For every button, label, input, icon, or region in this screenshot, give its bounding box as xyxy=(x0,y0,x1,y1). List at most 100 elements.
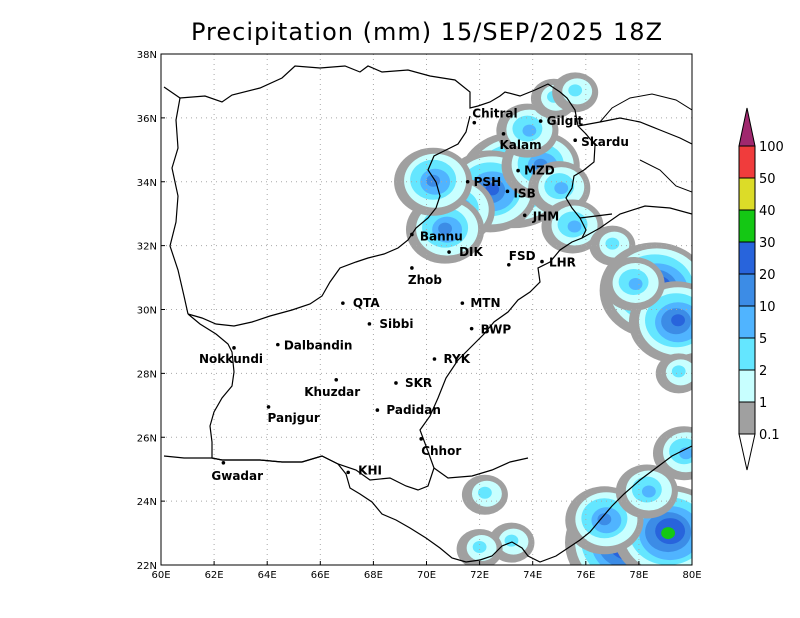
colorbar-label: 30 xyxy=(759,236,776,251)
city-label: Panjgur xyxy=(268,411,320,425)
boundaries xyxy=(163,65,692,563)
x-tick-label: 74E xyxy=(523,570,542,581)
precip-cell xyxy=(552,72,599,113)
coastline xyxy=(163,445,692,563)
x-tick-label: 70E xyxy=(417,570,436,581)
colorbar-swatch xyxy=(738,337,756,371)
city-label: Gilgit xyxy=(547,114,584,128)
city-dot xyxy=(276,342,280,347)
city-gilgit: Gilgit xyxy=(538,114,584,128)
y-tick-label: 24N xyxy=(137,497,157,508)
city-dot xyxy=(367,322,372,326)
city-dot xyxy=(507,262,511,267)
city-nokkundi: Nokkundi xyxy=(199,346,263,366)
city-label: RYK xyxy=(443,352,470,366)
city-label: Zhob xyxy=(408,273,442,287)
city-dot xyxy=(460,301,465,305)
city-label: DIK xyxy=(459,245,483,259)
city-dot xyxy=(472,120,477,125)
city-dot xyxy=(266,405,271,409)
city-chitral: Chitral xyxy=(472,107,518,125)
colorbar-label: 0.1 xyxy=(759,428,780,443)
city-isb: ISB xyxy=(505,186,536,200)
city-dot xyxy=(341,301,345,305)
city-dot xyxy=(232,346,236,350)
city-dot xyxy=(447,250,451,254)
x-tick-label: 62E xyxy=(205,570,224,581)
colorbar-label: 20 xyxy=(759,268,776,283)
colorbar-swatch xyxy=(738,369,756,403)
city-label: Skardu xyxy=(581,135,629,149)
city-dalbandin: Dalbandin xyxy=(276,339,352,353)
precip-cell xyxy=(589,225,636,266)
city-label: Khuzdar xyxy=(304,385,360,399)
city-dot xyxy=(516,168,520,173)
city-dot xyxy=(334,377,339,382)
city-dot xyxy=(419,437,423,441)
page-title: Precipitation (mm) 15/SEP/2025 18Z xyxy=(190,18,664,46)
city-zhob: Zhob xyxy=(408,266,442,287)
city-label: JHM xyxy=(532,209,559,223)
colorbar-label: 40 xyxy=(759,204,776,219)
colorbar-label: 50 xyxy=(759,172,776,187)
city-markers: Chitral Gilgit Kalam Skardu MZD PSH ISB JHM Bann… xyxy=(199,107,629,483)
city-label: Sibbi xyxy=(379,317,413,331)
y-tick-label: 22N xyxy=(137,561,157,572)
colorbar-top-arrow xyxy=(738,107,756,147)
colorbar-label: 10 xyxy=(759,300,776,315)
x-tick-label: 64E xyxy=(258,570,277,581)
colorbar-swatch xyxy=(738,145,756,179)
y-tick-label: 34N xyxy=(137,178,157,189)
colorbar-swatch xyxy=(738,401,756,435)
city-dot xyxy=(394,381,398,385)
city-ryk: RYK xyxy=(432,352,471,366)
city-dot xyxy=(469,326,474,331)
colorbar-label: 2 xyxy=(759,364,767,379)
city-dot xyxy=(522,213,527,218)
city-lhr: LHR xyxy=(540,256,576,270)
city-label: PSH xyxy=(474,175,501,189)
city-skr: SKR xyxy=(394,376,432,390)
colorbar-bottom-arrow xyxy=(738,433,756,471)
y-tick-label: 32N xyxy=(137,242,157,253)
precip-cell xyxy=(602,256,665,311)
y-tick-label: 36N xyxy=(137,114,157,125)
city-khuzdar: Khuzdar xyxy=(304,377,360,399)
city-dot xyxy=(410,266,414,270)
x-tick-label: 60E xyxy=(151,570,170,581)
city-skardu: Skardu xyxy=(573,135,629,149)
city-dik: DIK xyxy=(447,245,483,259)
city-label: Nokkundi xyxy=(199,352,263,366)
x-tick-label: 72E xyxy=(470,570,489,581)
india-border xyxy=(433,117,692,479)
city-khi: KHI xyxy=(346,463,382,477)
city-dot xyxy=(465,179,470,184)
y-tick-label: 26N xyxy=(137,433,157,444)
city-label: Kalam xyxy=(499,138,541,152)
city-dot xyxy=(410,232,414,237)
city-label: Chitral xyxy=(472,107,517,121)
city-label: MZD xyxy=(524,164,555,178)
city-label: BWP xyxy=(481,323,512,337)
x-tick-label: 78E xyxy=(629,570,648,581)
city-label: Chhor xyxy=(421,444,461,458)
city-kalam: Kalam xyxy=(499,132,542,152)
city-label: Padidan xyxy=(386,403,441,417)
city-label: QTA xyxy=(353,296,380,310)
city-dot xyxy=(573,138,577,143)
map-gridlines xyxy=(161,54,692,565)
colorbar-swatch xyxy=(738,177,756,211)
colorbar: 0.1 1 2 5 10 20 30 40 50 100 xyxy=(738,107,784,471)
colorbar-swatch xyxy=(738,305,756,339)
city-dot xyxy=(346,470,350,475)
city-label: LHR xyxy=(549,256,576,270)
city-gwadar: Gwadar xyxy=(211,461,263,483)
city-dot xyxy=(375,408,380,412)
precip-cell xyxy=(655,353,692,394)
city-label: KHI xyxy=(358,463,382,477)
colorbar-label: 1 xyxy=(759,396,767,411)
axis-ticks: 60E 62E 64E 66E 68E 70E 72E 74E 76E 78E 80E 22N 24N 2… xyxy=(137,50,702,581)
pakistan-border xyxy=(163,65,596,491)
city-psh: PSH xyxy=(465,175,501,189)
x-tick-label: 76E xyxy=(576,570,595,581)
